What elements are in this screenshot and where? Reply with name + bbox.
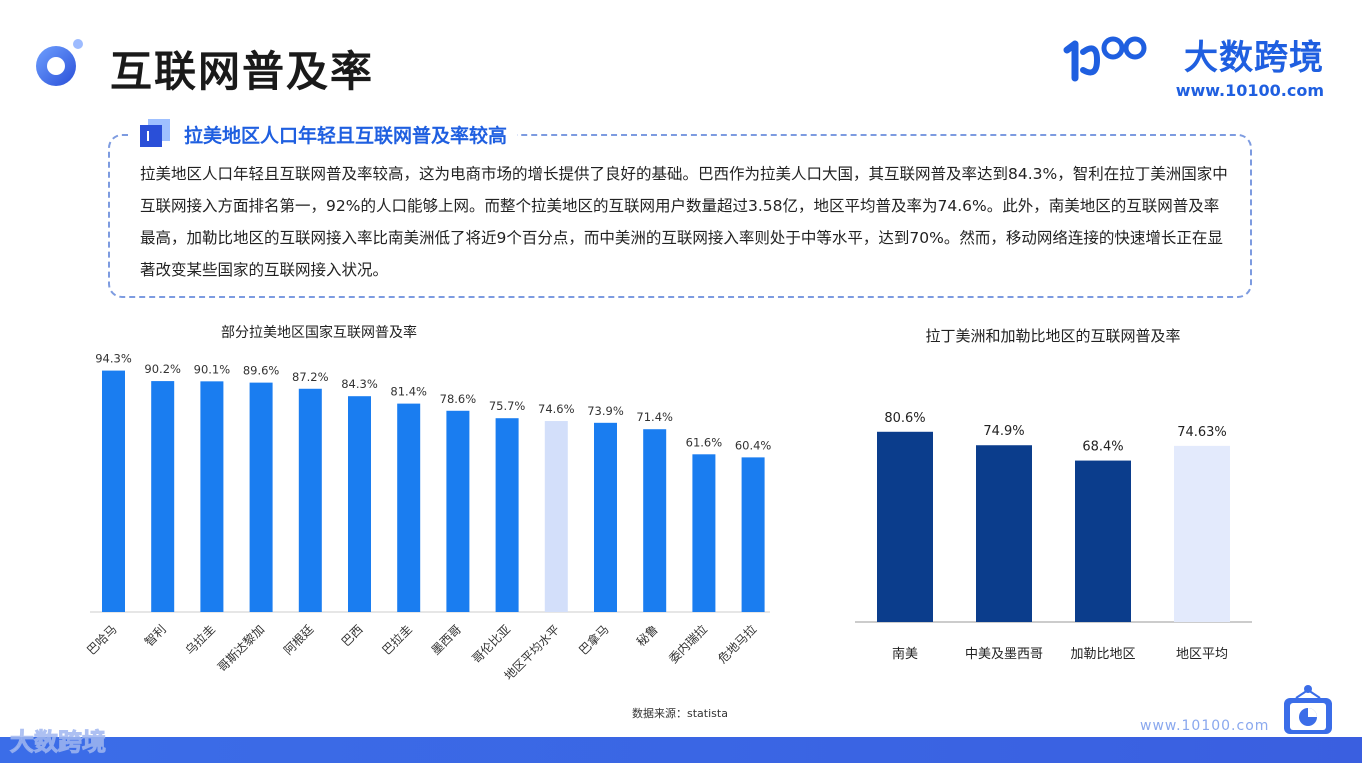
country-internet-penetration-chart: 部分拉美地区国家互联网普及率 94.3% 巴哈马 90.2% 智利 90.1% 乌拉圭 89.… [84, 324, 772, 683]
brand-url[interactable]: www.10100.com [1175, 81, 1324, 100]
bar-value-label: 80.6% [884, 411, 925, 426]
bar [495, 418, 519, 612]
bar-value-label: 68.4% [1082, 440, 1123, 455]
brand-block: 大数跨境 www.10100.com [1176, 30, 1324, 100]
bar-value-label: 75.7% [489, 399, 526, 413]
page-title: 互联网普及率 [110, 47, 375, 96]
bar-value-label: 89.6% [243, 364, 280, 378]
bar [298, 388, 322, 612]
category-label: 哥斯达黎加 [215, 622, 267, 674]
bar [741, 457, 765, 612]
data-source-note: 数据来源：statista [632, 707, 728, 720]
footer-logo: 大数跨境 [10, 728, 107, 757]
info-paragraph: 拉美地区人口年轻且互联网普及率较高，这为电商市场的增长提供了良好的基础。巴西作为… [140, 165, 1228, 279]
bar-value-label: 84.3% [341, 377, 378, 391]
bar [976, 445, 1032, 622]
category-label: 地区平均 [1176, 647, 1228, 662]
category-label: 巴西 [339, 622, 366, 649]
category-label: 秘鲁 [634, 622, 661, 649]
category-label: 哥伦比亚 [469, 622, 514, 667]
bar-value-label: 81.4% [390, 385, 427, 399]
bar [397, 403, 421, 612]
brand-10100-logo-icon [1063, 36, 1147, 82]
category-label: 加勒比地区 [1070, 647, 1135, 662]
bar-value-label: 61.6% [686, 435, 723, 449]
category-label: 墨西哥 [429, 622, 464, 657]
heading-square-icon [140, 119, 170, 147]
bar-value-label: 74.9% [983, 424, 1024, 439]
bar-value-label: 90.1% [194, 362, 231, 376]
chart-title: 拉丁美洲和加勒比地区的互联网普及率 [925, 327, 1180, 345]
bar [877, 431, 933, 622]
bar [348, 396, 371, 612]
title-ring-logo-icon [36, 39, 83, 86]
footer-url[interactable]: www.10100.com [1140, 718, 1270, 734]
bar [544, 421, 568, 612]
bar-value-label: 71.4% [636, 410, 673, 424]
bar [249, 382, 273, 612]
category-label: 南美 [892, 646, 918, 662]
bar [1075, 460, 1131, 622]
chart-title: 部分拉美地区国家互联网普及率 [221, 324, 417, 341]
footer-bar [0, 737, 1362, 763]
bar [151, 381, 175, 612]
region-internet-penetration-chart: 拉丁美洲和加勒比地区的互联网普及率 80.6% 南美 74.9% 中美及墨西哥 68.4%… [855, 327, 1252, 662]
bar-value-label: 60.4% [735, 438, 772, 452]
category-label: 巴哈马 [84, 622, 119, 657]
brand-name: 大数跨境 [1184, 38, 1324, 78]
category-label: 危地马拉 [715, 622, 760, 667]
bar-value-label: 74.6% [538, 402, 575, 416]
pie-chart-board-icon [1284, 685, 1332, 734]
bar-value-label: 94.3% [95, 352, 132, 366]
category-label: 巴拿马 [576, 622, 612, 658]
bar [643, 429, 667, 612]
bar-value-label: 78.6% [440, 392, 477, 406]
bar [446, 410, 470, 612]
category-label: 智利 [141, 622, 169, 650]
category-label: 巴拉圭 [379, 622, 415, 658]
bar [594, 422, 617, 612]
category-label: 中美及墨西哥 [965, 647, 1043, 662]
category-label: 阿根廷 [281, 622, 316, 657]
category-label: 乌拉圭 [182, 622, 218, 658]
bar [692, 454, 716, 612]
info-heading-wrap: 拉美地区人口年轻且互联网普及率较高 [130, 116, 518, 152]
bar [1174, 445, 1230, 622]
bar-value-label: 90.2% [144, 362, 181, 376]
bar-value-label: 74.63% [1177, 425, 1227, 440]
info-box [108, 134, 1252, 298]
bar [200, 381, 224, 612]
bar-value-label: 73.9% [587, 404, 624, 418]
bar-value-label: 87.2% [292, 370, 329, 384]
category-label: 委内瑞拉 [665, 622, 710, 667]
bar [102, 370, 125, 612]
info-heading: 拉美地区人口年轻且互联网普及率较高 [184, 124, 508, 147]
